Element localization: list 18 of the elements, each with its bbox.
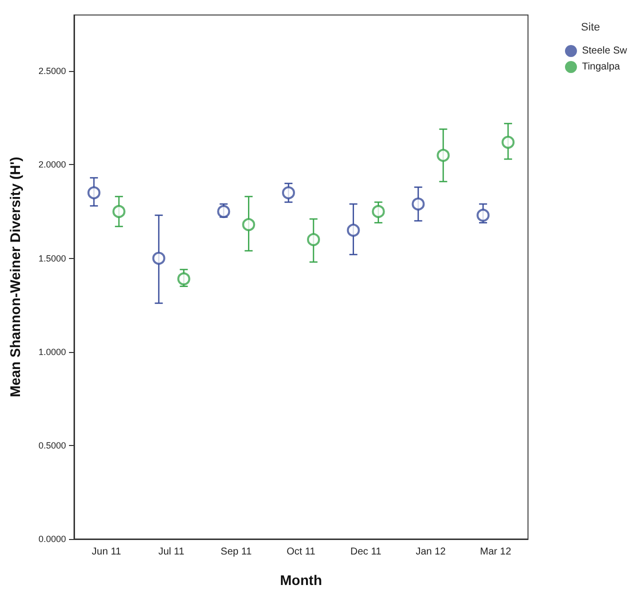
x-tick-label: Oct 11 xyxy=(286,546,316,558)
y-tick-label: 0.5000 xyxy=(38,440,66,450)
y-tick-label: 1.0000 xyxy=(38,346,66,357)
y-tick-label: 1.5000 xyxy=(38,253,66,264)
y-tick-label: 2.0000 xyxy=(38,160,66,170)
x-tick-label: Dec 11 xyxy=(350,546,382,558)
y-tick-label: 0.0000 xyxy=(38,534,66,544)
x-tick-label: Sep 11 xyxy=(220,546,252,558)
y-axis-title: Mean Shannon-Weiner Diversity (H') xyxy=(7,156,23,398)
x-tick-label: Mar 12 xyxy=(480,546,512,558)
x-axis-title: Month xyxy=(280,572,322,588)
legend-title: Site xyxy=(581,22,600,34)
legend-label: Steele Sw xyxy=(582,46,628,56)
y-tick-label: 2.5000 xyxy=(38,66,66,76)
legend-label: Tingalpa xyxy=(582,62,620,72)
x-tick-label: Jan 12 xyxy=(416,546,446,558)
x-tick-label: Jun 11 xyxy=(92,546,122,558)
x-tick-label: Jul 11 xyxy=(158,546,185,558)
